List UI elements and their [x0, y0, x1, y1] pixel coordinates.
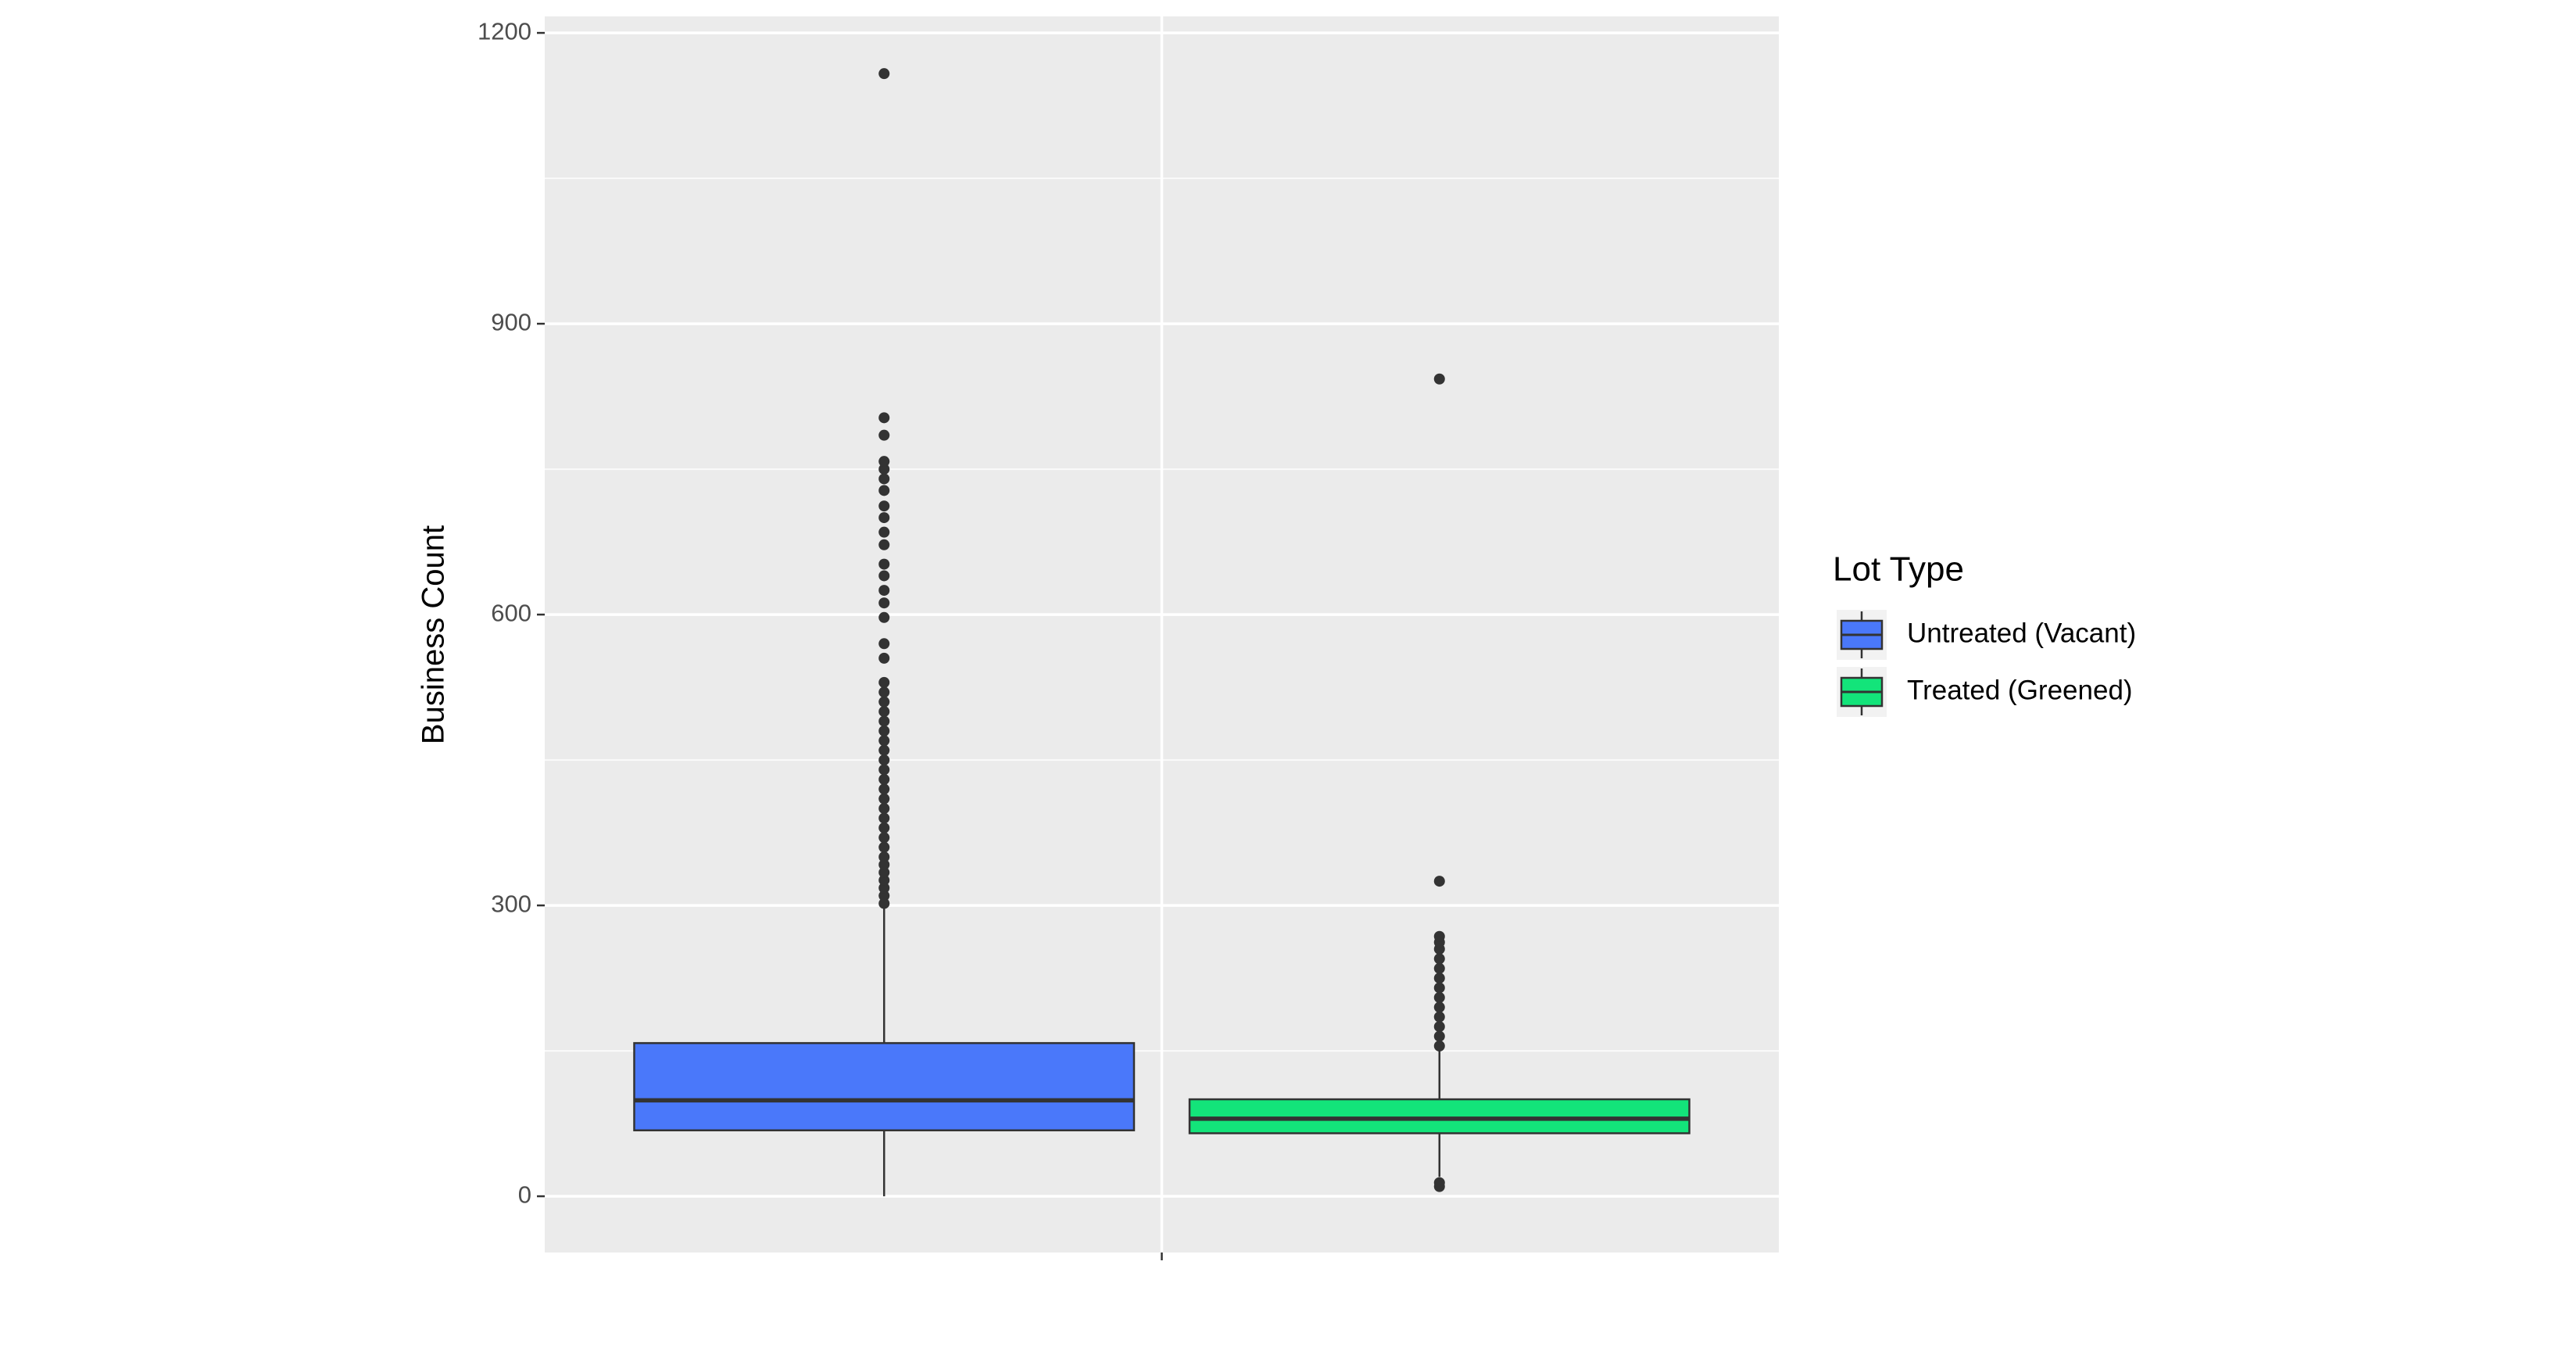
outlier — [878, 832, 890, 844]
legend-title: Lot Type — [1833, 550, 1964, 589]
outlier — [1433, 962, 1445, 974]
outlier — [878, 429, 890, 441]
outlier — [878, 456, 890, 468]
outlier — [878, 585, 890, 597]
outlier — [878, 866, 890, 878]
outlier — [878, 874, 890, 886]
outlier — [1433, 1040, 1445, 1052]
outlier — [878, 725, 890, 736]
outlier — [1433, 953, 1445, 965]
outlier — [878, 715, 890, 727]
y-tick-label: 1200 — [478, 17, 531, 45]
outlier — [878, 597, 890, 609]
outlier — [878, 558, 890, 570]
legend-label: Untreated (Vacant) — [1907, 618, 2136, 648]
outlier — [1433, 991, 1445, 1003]
outlier — [878, 812, 890, 824]
outlier — [878, 412, 890, 424]
outlier — [878, 841, 890, 853]
outlier — [878, 652, 890, 664]
outlier — [878, 890, 890, 901]
outlier — [878, 851, 890, 863]
y-tick-label: 900 — [491, 308, 531, 335]
outlier — [878, 882, 890, 894]
outlier — [878, 676, 890, 688]
outlier — [878, 638, 890, 650]
y-axis-label: Business Count — [417, 525, 451, 744]
box — [1188, 1098, 1690, 1134]
outlier — [1433, 1030, 1445, 1042]
outlier — [878, 526, 890, 538]
outlier — [878, 898, 890, 909]
outlier — [878, 539, 890, 550]
outlier — [878, 803, 890, 815]
outlier — [1433, 982, 1445, 994]
outlier — [1433, 876, 1445, 887]
outlier — [878, 512, 890, 524]
outlier — [878, 500, 890, 512]
outlier — [878, 764, 890, 776]
y-tick-label: 0 — [518, 1181, 531, 1208]
outlier — [878, 793, 890, 805]
outlier — [878, 706, 890, 718]
outlier — [1433, 1002, 1445, 1013]
outlier — [878, 686, 890, 698]
outlier — [878, 485, 890, 496]
box — [633, 1041, 1136, 1132]
outlier — [878, 773, 890, 785]
legend-label: Treated (Greened) — [1907, 675, 2133, 705]
y-tick-label: 600 — [491, 599, 531, 626]
outlier — [878, 473, 890, 485]
outlier — [1433, 1011, 1445, 1023]
outlier — [1433, 1177, 1445, 1188]
outlier — [878, 464, 890, 475]
outlier — [878, 859, 890, 870]
outlier — [878, 696, 890, 708]
outlier — [878, 735, 890, 747]
outlier — [878, 822, 890, 833]
outlier — [1433, 973, 1445, 984]
outlier — [1433, 1021, 1445, 1033]
outlier — [878, 783, 890, 795]
outlier — [878, 754, 890, 766]
y-tick-label: 300 — [491, 890, 531, 917]
outlier — [878, 744, 890, 756]
outlier — [878, 68, 890, 80]
outlier — [1433, 930, 1445, 942]
outlier — [878, 611, 890, 623]
outlier — [1433, 373, 1445, 385]
outlier — [878, 570, 890, 582]
